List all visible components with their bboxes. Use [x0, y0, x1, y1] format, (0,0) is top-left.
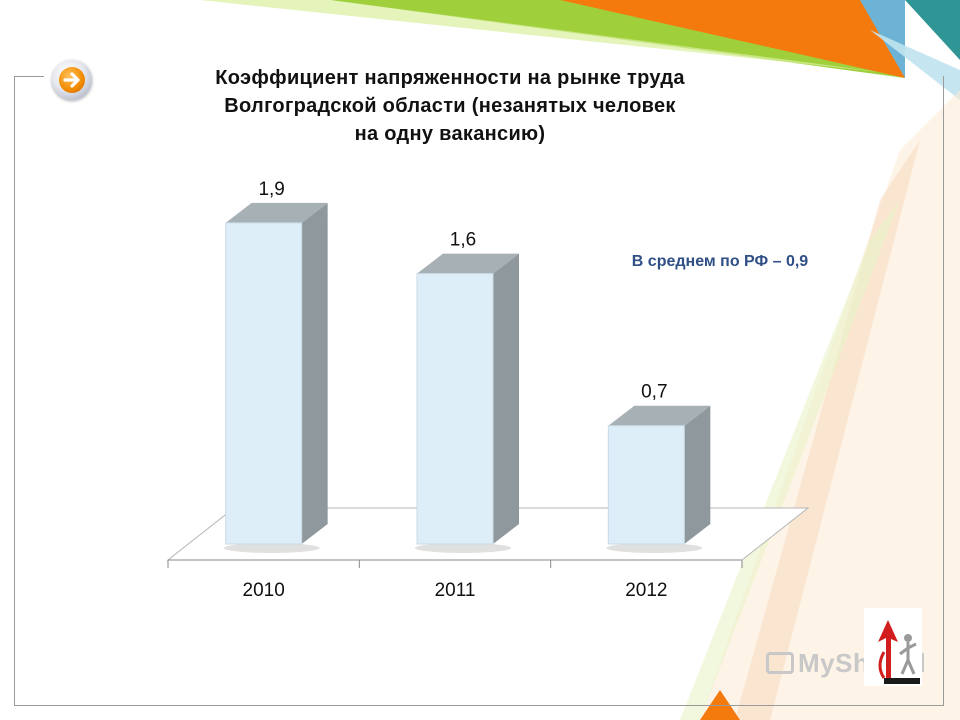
page-title: Коэффициент напряженности на рынке труда… [130, 64, 770, 148]
bar-front [416, 273, 494, 545]
x-axis: 2010 2011 2012 [167, 559, 743, 601]
bar-shadow [415, 543, 511, 553]
bar-2011: 1,6 [415, 230, 519, 553]
bar-shadow [606, 543, 703, 553]
bar-top [608, 405, 711, 426]
bar-top [417, 253, 519, 274]
bar-side [493, 253, 519, 544]
x-tick-label: 2012 [625, 580, 667, 601]
bar-side [301, 202, 328, 544]
title-line-3: на одну вакансию) [354, 123, 546, 145]
bar-front [607, 425, 685, 545]
data-label: 1,6 [450, 230, 476, 251]
x-tick-label: 2010 [243, 580, 285, 601]
bar-side [684, 405, 711, 544]
bar-front [225, 222, 303, 545]
title-line-2: Волгоградской области (незанятых человек [224, 95, 676, 117]
data-label: 1,9 [258, 179, 284, 200]
bar-2010: 1,9 [223, 179, 328, 553]
title-line-1: Коэффициент напряженности на рынке труда [215, 67, 685, 89]
bar-2012: 0,7 [606, 382, 711, 553]
chart-bars: 1,9 1,6 0,7 [223, 179, 711, 553]
content-frame [14, 76, 944, 706]
next-slide-arrow-icon[interactable] [52, 60, 92, 100]
x-tick-label: 2011 [435, 580, 476, 601]
content-frame-top-edge [14, 76, 44, 77]
bar-shadow [223, 543, 320, 553]
data-label: 0,7 [641, 382, 667, 403]
watermark-icon [766, 652, 794, 674]
bar-top [225, 202, 328, 223]
logo-icon [864, 608, 922, 686]
average-annotation: В среднем по РФ – 0,9 [632, 253, 808, 270]
